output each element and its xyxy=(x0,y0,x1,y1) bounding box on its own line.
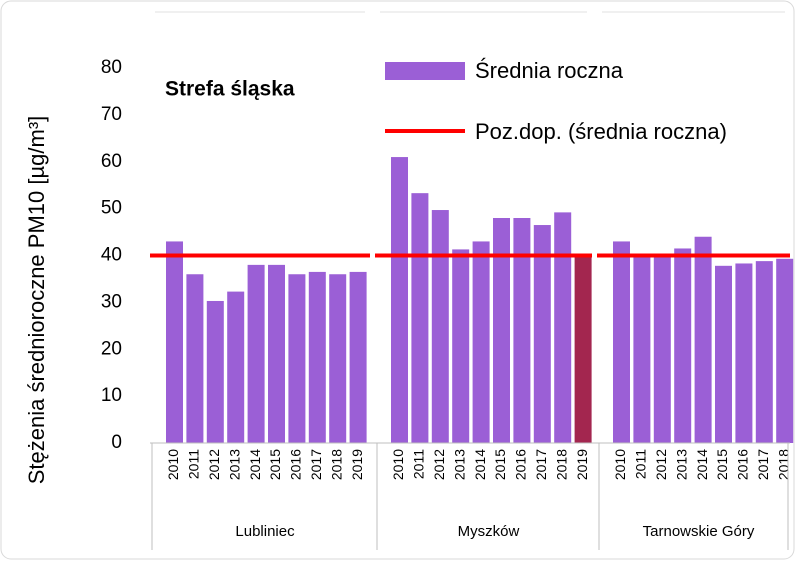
bar xyxy=(513,218,531,443)
bar xyxy=(411,193,429,443)
bar xyxy=(613,241,630,443)
x-tick-label: 2016 xyxy=(735,449,751,480)
y-tick-label: 10 xyxy=(101,385,122,406)
bar xyxy=(633,255,651,443)
y-tick-label: 50 xyxy=(101,198,122,219)
x-tick-label: 2014 xyxy=(694,449,710,480)
bar xyxy=(653,255,671,443)
x-tick-label: 2012 xyxy=(653,449,669,480)
group-label: Tarnowskie Góry xyxy=(643,523,755,540)
x-tick-label: 2016 xyxy=(513,449,529,480)
bar xyxy=(715,265,732,443)
x-tick-label: 2016 xyxy=(288,449,304,480)
x-tick-label: 2010 xyxy=(612,449,628,480)
bar xyxy=(776,258,794,443)
bar xyxy=(755,261,773,443)
x-tick-label: 2015 xyxy=(492,449,508,480)
bar xyxy=(574,256,592,443)
x-tick-label: 2018 xyxy=(328,449,344,480)
bar xyxy=(329,274,347,443)
x-tick-label: 2013 xyxy=(673,449,689,480)
bar xyxy=(349,271,367,443)
bar xyxy=(554,212,572,443)
bar xyxy=(735,263,753,443)
bar xyxy=(288,274,306,443)
group-label: Myszków xyxy=(458,523,520,540)
y-tick-label: 80 xyxy=(101,57,122,78)
bar xyxy=(533,225,551,443)
x-tick-label: 2017 xyxy=(308,449,324,480)
bar xyxy=(452,249,470,443)
x-tick-label: 2019 xyxy=(349,449,365,480)
legend-swatch xyxy=(385,62,465,80)
x-tick-label: 2011 xyxy=(186,449,202,479)
x-tick-label: 2015 xyxy=(714,449,730,480)
y-tick-label: 60 xyxy=(101,151,122,172)
bar xyxy=(166,241,183,443)
bar xyxy=(391,157,408,443)
y-tick-label: 30 xyxy=(101,291,122,312)
bar xyxy=(206,300,224,443)
x-tick-label: 2011 xyxy=(411,449,427,479)
bar xyxy=(472,241,490,443)
y-tick-label: 40 xyxy=(101,245,122,266)
bar xyxy=(493,218,510,443)
bar xyxy=(247,264,265,443)
y-axis-label: Stężenia średnioroczne PM10 [µg/m³] xyxy=(24,116,49,485)
x-tick-label: 2018 xyxy=(553,449,569,480)
x-tick-label: 2014 xyxy=(472,449,488,480)
x-tick-label: 2014 xyxy=(247,449,263,480)
x-tick-label: 2018 xyxy=(775,449,791,480)
y-tick-label: 70 xyxy=(101,104,122,125)
bar xyxy=(694,236,712,443)
bar xyxy=(186,274,204,443)
x-tick-label: 2011 xyxy=(633,449,649,479)
bar xyxy=(227,291,245,443)
bar xyxy=(431,210,449,443)
bar xyxy=(268,264,285,443)
x-tick-label: 2013 xyxy=(226,449,242,480)
x-tick-label: 2015 xyxy=(267,449,283,480)
x-tick-label: 2017 xyxy=(755,449,771,480)
bar xyxy=(308,271,326,443)
x-tick-label: 2019 xyxy=(574,449,590,480)
bar xyxy=(674,248,692,443)
x-tick-label: 2013 xyxy=(451,449,467,480)
x-tick-label: 2010 xyxy=(390,449,406,480)
y-tick-label: 20 xyxy=(101,338,122,359)
x-tick-label: 2017 xyxy=(533,449,549,480)
x-tick-label: 2012 xyxy=(206,449,222,480)
x-tick-label: 2012 xyxy=(431,449,447,480)
annotation: Strefa śląska xyxy=(165,78,295,101)
group-label: Lubliniec xyxy=(235,523,295,540)
x-tick-label: 2010 xyxy=(165,449,181,480)
y-tick-label: 0 xyxy=(111,432,122,453)
legend-label: Poz.dop. (średnia roczna) xyxy=(475,119,727,144)
legend-label: Średnia roczna xyxy=(475,58,624,83)
